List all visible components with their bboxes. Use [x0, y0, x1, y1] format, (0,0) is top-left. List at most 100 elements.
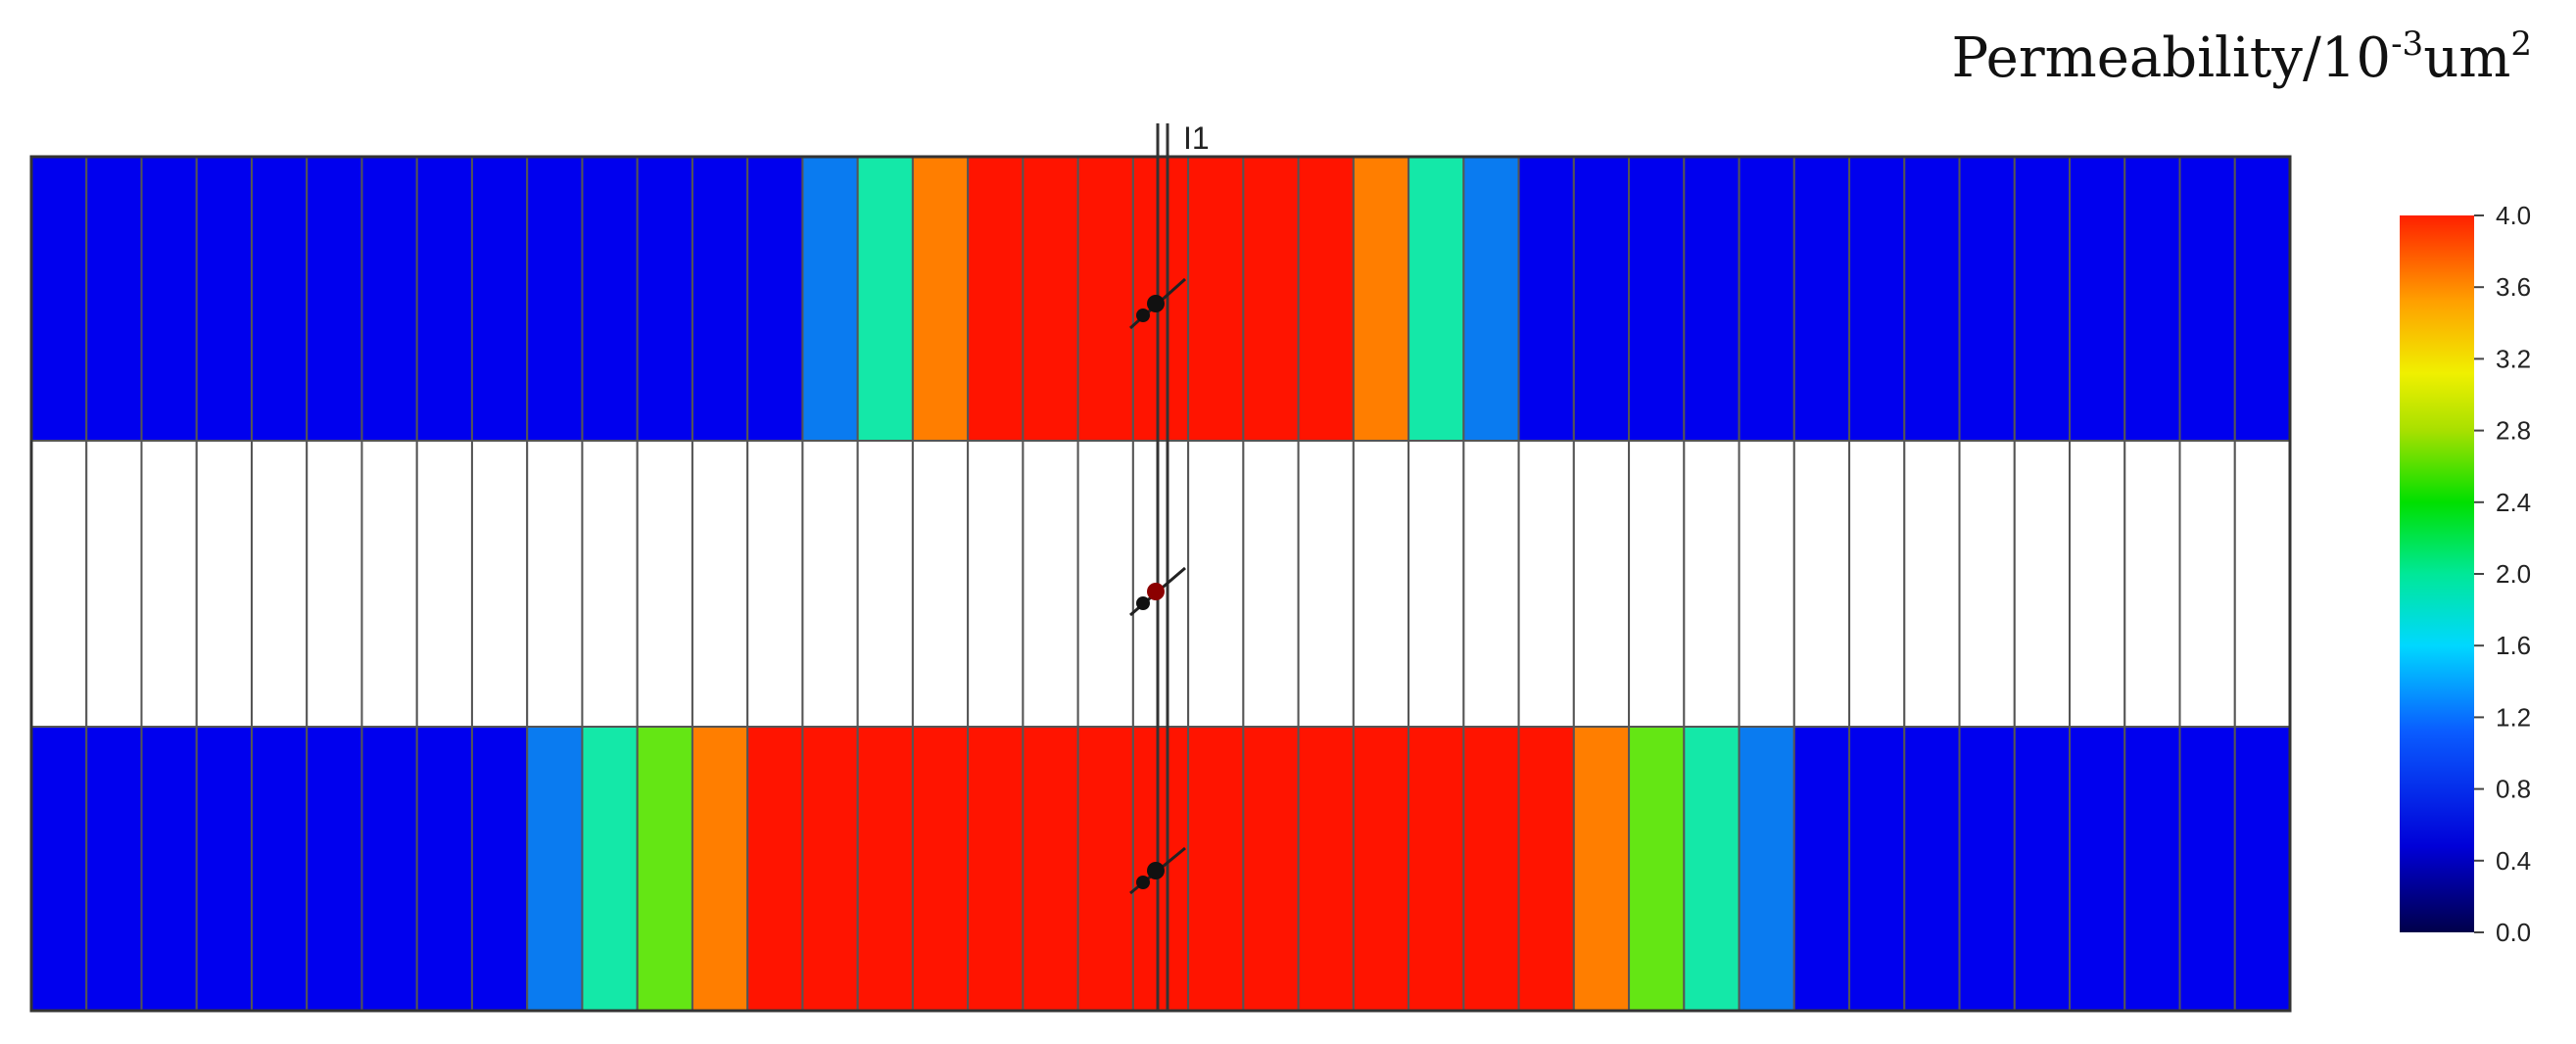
grid-cell-middle-33 [1848, 440, 1906, 728]
colorbar-ticks: 4.0 3.6 3.2 2.8 2.4 2.0 1.6 1.2 0.8 0.4 0.0 [2474, 201, 2531, 947]
grid-cell-bottom-27 [1517, 726, 1575, 1012]
colorbar-tick-label: 2.8 [2496, 416, 2531, 446]
grid-cell-top-26 [1462, 156, 1520, 442]
well-label: I1 [1183, 120, 1210, 156]
grid-cell-middle-8 [470, 440, 529, 728]
grid-cell-bottom-18 [1022, 726, 1079, 1012]
grid-cell-top-30 [1683, 156, 1741, 442]
grid-cell-middle-6 [360, 440, 418, 728]
grid-cell-middle-1 [85, 440, 143, 728]
grid-cell-bottom-37 [2069, 726, 2126, 1012]
grid-cell-top-40 [2233, 156, 2292, 442]
grid-cell-middle-3 [195, 440, 253, 728]
grid-cell-top-15 [856, 156, 914, 442]
grid-cell-bottom-33 [1848, 726, 1906, 1012]
grid-cell-middle-15 [856, 440, 914, 728]
grid-cell-middle-9 [526, 440, 584, 728]
grid-cell-middle-31 [1738, 440, 1795, 728]
colorbar-tick-label: 0.4 [2496, 846, 2531, 876]
grid-cell-bottom-17 [967, 726, 1025, 1012]
grid-cell-top-21 [1187, 156, 1245, 442]
colorbar-tick-label: 1.6 [2496, 631, 2531, 660]
grid-cell-top-16 [911, 156, 970, 442]
grid-cell-bottom-4 [250, 726, 309, 1012]
grid-cell-bottom-28 [1572, 726, 1631, 1012]
colorbar-tick-label: 1.2 [2496, 702, 2531, 732]
grid-cell-top-6 [360, 156, 418, 442]
grid-cell-top-4 [250, 156, 309, 442]
grid-cell-bottom-31 [1738, 726, 1795, 1012]
grid-cell-middle-2 [140, 440, 198, 728]
grid-cell-middle-14 [801, 440, 859, 728]
grid-cell-top-33 [1848, 156, 1906, 442]
grid-cell-middle-7 [415, 440, 473, 728]
grid-cell-top-2 [140, 156, 198, 442]
grid-cell-top-17 [967, 156, 1025, 442]
grid-cell-top-9 [526, 156, 584, 442]
grid-cell-bottom-29 [1628, 726, 1686, 1012]
grid-border [29, 155, 2292, 1013]
grid-cell-middle-4 [250, 440, 309, 728]
grid-cell-bottom-1 [85, 726, 143, 1012]
well-perforation-middle [1129, 566, 1186, 617]
colorbar-tick-label: 3.2 [2496, 344, 2531, 373]
grid-cell-middle-12 [691, 440, 749, 728]
grid-cell-bottom-2 [140, 726, 198, 1012]
grid-cell-bottom-6 [360, 726, 418, 1012]
grid-cell-top-38 [2123, 156, 2181, 442]
grid-cell-bottom-5 [306, 726, 363, 1012]
grid-cell-top-8 [470, 156, 529, 442]
grid-cell-top-32 [1792, 156, 1851, 442]
grid-cell-middle-10 [581, 440, 639, 728]
colorbar-tick-label: 4.0 [2496, 201, 2531, 230]
grid-cell-middle-28 [1572, 440, 1631, 728]
grid-cell-middle-18 [1022, 440, 1079, 728]
grid-cell-bottom-11 [636, 726, 693, 1012]
grid-cell-middle-40 [2233, 440, 2292, 728]
grid-cell-bottom-0 [30, 726, 88, 1012]
grid-cell-top-19 [1076, 156, 1134, 442]
grid-cell-middle-25 [1407, 440, 1465, 728]
grid-cell-bottom-3 [195, 726, 253, 1012]
grid-cell-bottom-23 [1297, 726, 1355, 1012]
grid-cell-bottom-22 [1242, 726, 1300, 1012]
grid-cell-bottom-38 [2123, 726, 2181, 1012]
grid-cell-bottom-32 [1792, 726, 1851, 1012]
grid-cell-top-5 [306, 156, 363, 442]
grid-cell-top-1 [85, 156, 143, 442]
grid-cell-bottom-9 [526, 726, 584, 1012]
grid-cell-bottom-10 [581, 726, 639, 1012]
grid-cell-top-27 [1517, 156, 1575, 442]
grid-cell-top-36 [2013, 156, 2072, 442]
grid-cell-top-7 [415, 156, 473, 442]
grid-cell-bottom-25 [1407, 726, 1465, 1012]
grid-cell-top-29 [1628, 156, 1686, 442]
grid-cell-middle-23 [1297, 440, 1355, 728]
grid-cell-middle-37 [2069, 440, 2126, 728]
grid-cell-bottom-34 [1903, 726, 1961, 1012]
grid-cell-middle-21 [1187, 440, 1245, 728]
grid-cell-top-13 [746, 156, 804, 442]
grid-cell-bottom-39 [2178, 726, 2236, 1012]
grid-cell-middle-29 [1628, 440, 1686, 728]
colorbar: 4.0 3.6 3.2 2.8 2.4 2.0 1.6 1.2 0.8 0.4 0.0 [2400, 201, 2531, 947]
colorbar-tick-label: 2.4 [2496, 488, 2531, 517]
grid-cell-top-31 [1738, 156, 1795, 442]
grid-cell-bottom-14 [801, 726, 859, 1012]
grid-cell-bottom-7 [415, 726, 473, 1012]
grid-cell-top-25 [1407, 156, 1465, 442]
grid-cell-middle-39 [2178, 440, 2236, 728]
grid-cell-middle-19 [1076, 440, 1134, 728]
well-I1: I1 [1129, 120, 1210, 1011]
grid-cell-middle-11 [636, 440, 693, 728]
grid-cell-top-0 [30, 156, 88, 442]
grid-cell-top-12 [691, 156, 749, 442]
grid-cell-bottom-26 [1462, 726, 1520, 1012]
grid-cell-middle-36 [2013, 440, 2072, 728]
grid-cell-bottom-16 [911, 726, 970, 1012]
grid-cell-bottom-12 [691, 726, 749, 1012]
colorbar-tick-label: 0.8 [2496, 775, 2531, 804]
grid-cell-middle-38 [2123, 440, 2181, 728]
grid-cell-middle-34 [1903, 440, 1961, 728]
grid-cell-top-34 [1903, 156, 1961, 442]
